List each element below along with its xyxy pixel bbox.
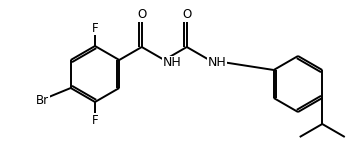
- Text: O: O: [182, 9, 191, 21]
- Text: F: F: [92, 21, 98, 35]
- Text: F: F: [92, 114, 98, 126]
- Text: NH: NH: [208, 57, 227, 69]
- Text: O: O: [137, 9, 146, 21]
- Text: NH: NH: [163, 57, 182, 69]
- Text: Br: Br: [36, 93, 49, 107]
